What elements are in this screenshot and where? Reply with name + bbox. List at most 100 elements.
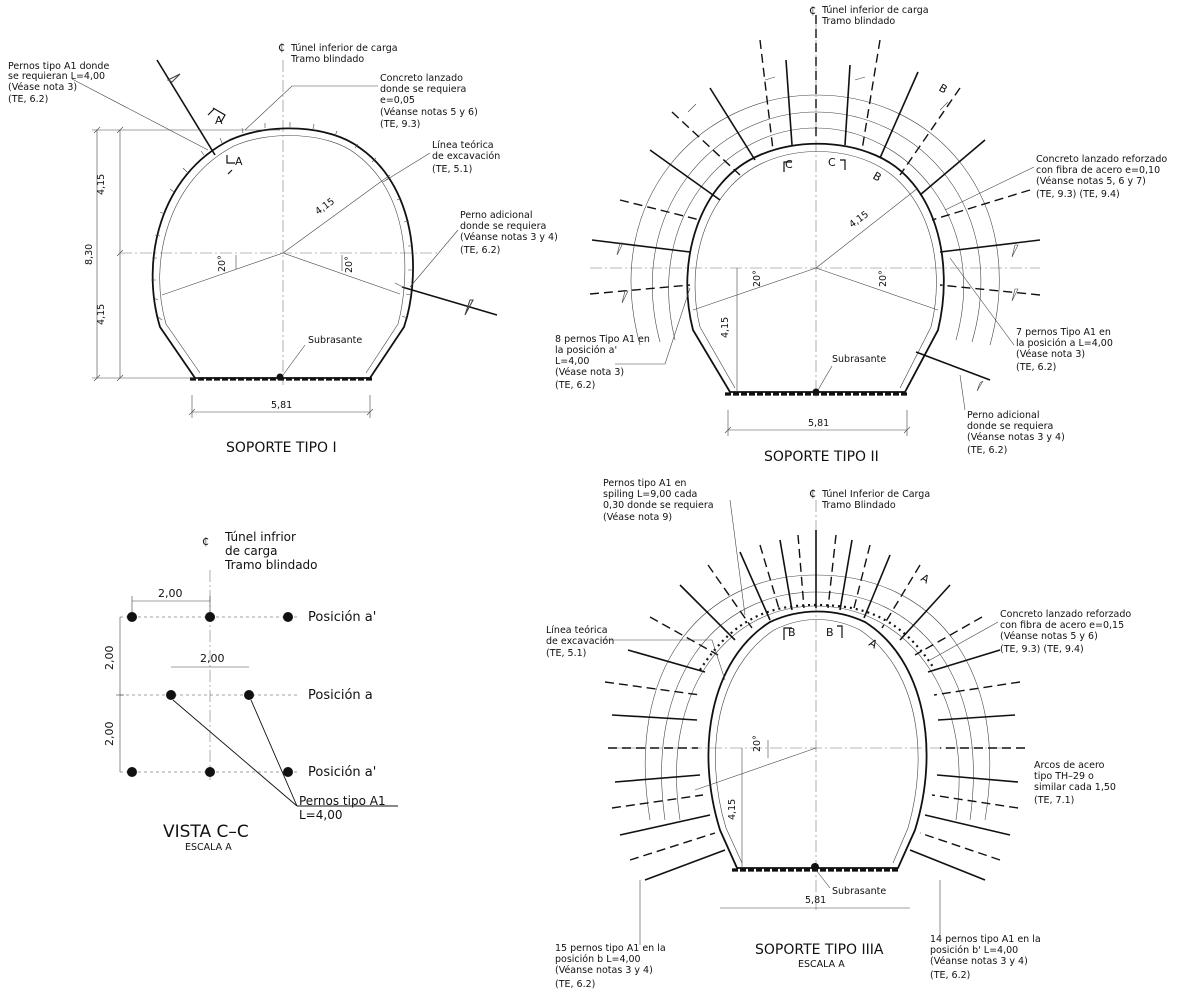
svg-text:tipo TH–29 o: tipo TH–29 o bbox=[1034, 771, 1094, 782]
bolts-length: L=4,00 bbox=[299, 808, 342, 822]
note-bolts-position-a: 7 pernos Tipo A1 en la posición a L=4,00… bbox=[1016, 327, 1113, 373]
note-additional-bolt: Perno adicional donde se requiera (Véans… bbox=[967, 410, 1065, 456]
svg-text:₵: ₵ bbox=[278, 41, 285, 54]
support-type-i: ₵ Túnel inferior de carga Tramo blindado… bbox=[8, 41, 558, 456]
svg-text:₵: ₵ bbox=[202, 535, 209, 548]
dim-horizontal-2: 2,00 bbox=[200, 652, 225, 665]
svg-text:(Véase nota 9): (Véase nota 9) bbox=[603, 512, 672, 523]
note-spiling-bolts: Pernos tipo A1 en spiling L=9,00 cada 0,… bbox=[603, 478, 714, 523]
title-view-c-c: VISTA C–C bbox=[163, 822, 249, 842]
svg-text:(TE, 6.2): (TE, 6.2) bbox=[555, 380, 595, 391]
position-a-prime-top: Posición a' bbox=[308, 610, 376, 625]
svg-text:Concreto lanzado reforzado: Concreto lanzado reforzado bbox=[1000, 609, 1131, 620]
svg-text:(Véanse notas 5 y 6): (Véanse notas 5 y 6) bbox=[380, 107, 478, 118]
svg-text:(TE, 5.1): (TE, 5.1) bbox=[432, 164, 472, 175]
note-shotcrete-fiber: Concreto lanzado reforzado con fibra de … bbox=[1000, 609, 1131, 655]
svg-text:8 pernos Tipo A1 en: 8 pernos Tipo A1 en bbox=[555, 334, 650, 345]
angle-label-right: 20° bbox=[878, 270, 889, 287]
svg-text:posición b L=4,00: posición b L=4,00 bbox=[555, 954, 641, 965]
svg-text:(TE, 9.3): (TE, 9.3) bbox=[380, 119, 420, 130]
svg-text:(Véanse notas 3 y 4): (Véanse notas 3 y 4) bbox=[967, 432, 1065, 443]
section-mark-b-upper: B bbox=[937, 81, 950, 96]
centerline-label-3: Tramo blindado bbox=[224, 558, 318, 572]
svg-text:con fibra de acero e=0,10: con fibra de acero e=0,10 bbox=[1036, 165, 1160, 176]
svg-text:la posición a': la posición a' bbox=[555, 345, 617, 356]
centerline-label: Túnel inferior de carga bbox=[290, 43, 398, 54]
svg-text:(TE, 6.2): (TE, 6.2) bbox=[555, 979, 595, 990]
dim-vertical-1: 2,00 bbox=[103, 646, 116, 671]
svg-text:(Véase nota 3): (Véase nota 3) bbox=[1016, 349, 1085, 360]
svg-text:15 pernos tipo A1 en la: 15 pernos tipo A1 en la bbox=[555, 943, 666, 954]
width-dim: 5,81 bbox=[808, 418, 829, 429]
section-mark-a-upper: A bbox=[919, 571, 932, 586]
svg-text:(TE, 6.2): (TE, 6.2) bbox=[8, 94, 48, 105]
svg-text:se requieran L=4,00: se requieran L=4,00 bbox=[8, 71, 105, 82]
svg-text:con fibra de acero e=0,15: con fibra de acero e=0,15 bbox=[1000, 620, 1124, 631]
section-mark-c-left: C bbox=[785, 158, 793, 171]
svg-text:e=0,05: e=0,05 bbox=[380, 95, 415, 106]
angle-label-right: 20° bbox=[344, 256, 355, 273]
svg-text:similar cada 1,50: similar cada 1,50 bbox=[1034, 782, 1116, 793]
svg-text:posición b' L=4,00: posición b' L=4,00 bbox=[930, 945, 1018, 956]
radius-label: 4,15 bbox=[847, 209, 871, 230]
svg-text:(Véanse notas 5 y 6): (Véanse notas 5 y 6) bbox=[1000, 631, 1098, 642]
centerline-label-2: Tramo Blindado bbox=[821, 500, 896, 511]
width-dim: 5,81 bbox=[271, 400, 292, 411]
note-bolts-position-a-prime: 8 pernos Tipo A1 en la posición a' L=4,0… bbox=[555, 334, 650, 391]
section-mark-b-left: B bbox=[788, 626, 796, 639]
dim-upper: 4,15 bbox=[96, 174, 107, 195]
dim-horizontal-1: 2,00 bbox=[158, 587, 183, 600]
svg-text:Línea teórica: Línea teórica bbox=[432, 140, 494, 151]
svg-text:de excavación: de excavación bbox=[432, 151, 500, 162]
note-excavation-line: Línea teórica de excavación (TE, 5.1) bbox=[432, 140, 500, 175]
svg-text:Línea teórica: Línea teórica bbox=[546, 625, 608, 636]
width-dim: 5,81 bbox=[805, 895, 826, 906]
svg-text:donde se requiera: donde se requiera bbox=[380, 84, 466, 95]
radius-label: 4,15 bbox=[313, 196, 337, 217]
svg-text:Pernos tipo A1 donde: Pernos tipo A1 donde bbox=[8, 61, 109, 72]
centerline-label-2: de carga bbox=[225, 544, 277, 558]
svg-text:Perno adicional: Perno adicional bbox=[967, 410, 1039, 421]
svg-text:(TE, 6.2): (TE, 6.2) bbox=[460, 245, 500, 256]
bolts-label: Pernos tipo A1 bbox=[299, 794, 386, 808]
svg-text:(TE, 9.3) (TE, 9.4): (TE, 9.3) (TE, 9.4) bbox=[1000, 644, 1084, 655]
excavation-profile bbox=[707, 610, 928, 869]
section-mark-c-right: C bbox=[828, 156, 836, 169]
centerline-label-2: Tramo blindado bbox=[290, 54, 364, 65]
note-additional-bolt: Perno adicional donde se requiera (Véans… bbox=[460, 210, 558, 256]
section-mark-b-right: B bbox=[826, 626, 834, 639]
centerline-label-2: Tramo blindado bbox=[821, 16, 895, 27]
svg-text:Concreto lanzado: Concreto lanzado bbox=[380, 73, 463, 84]
svg-text:(Véase nota 3): (Véase nota 3) bbox=[8, 82, 77, 93]
svg-text:0,30 donde se requiera: 0,30 donde se requiera bbox=[603, 500, 714, 511]
section-mark-a-top: A bbox=[215, 114, 223, 127]
position-a: Posición a bbox=[308, 688, 373, 703]
svg-text:donde se requiera: donde se requiera bbox=[967, 421, 1053, 432]
title-support-ii: SOPORTE TIPO II bbox=[764, 449, 879, 465]
dim-vertical-2: 2,00 bbox=[103, 722, 116, 747]
svg-text:spiling L=9,00 cada: spiling L=9,00 cada bbox=[603, 489, 697, 500]
svg-text:(Véanse notas 3 y 4): (Véanse notas 3 y 4) bbox=[460, 232, 558, 243]
svg-text:Pernos tipo A1 en: Pernos tipo A1 en bbox=[603, 478, 686, 489]
note-shotcrete: Concreto lanzado donde se requiera e=0,0… bbox=[380, 73, 478, 130]
svg-text:(TE, 9.3) (TE, 9.4): (TE, 9.3) (TE, 9.4) bbox=[1036, 189, 1120, 200]
note-bolts-position-b-prime: 14 pernos tipo A1 en la posición b' L=4,… bbox=[930, 934, 1041, 981]
scale-view-c-c: ESCALA A bbox=[185, 842, 232, 853]
svg-text:L=4,00: L=4,00 bbox=[555, 356, 589, 367]
svg-text:14 pernos tipo A1 en la: 14 pernos tipo A1 en la bbox=[930, 934, 1041, 945]
section-mark-a-lower: A bbox=[867, 636, 880, 651]
svg-text:(Véanse notas 3 y 4): (Véanse notas 3 y 4) bbox=[555, 965, 653, 976]
angle-label-left: 20° bbox=[752, 270, 763, 287]
svg-text:₵: ₵ bbox=[809, 4, 816, 17]
support-type-ii: ₵ Túnel inferior de carga Tramo blindado bbox=[555, 4, 1167, 465]
section-mark-a-bottom: A bbox=[235, 155, 243, 168]
centerline-label: Túnel infrior bbox=[224, 530, 296, 544]
subgrade-label: Subrasante bbox=[832, 354, 886, 365]
svg-text:(TE, 7.1): (TE, 7.1) bbox=[1034, 795, 1074, 806]
subgrade-label: Subrasante bbox=[308, 335, 362, 346]
note-bolts-a1: Pernos tipo A1 donde se requieran L=4,00… bbox=[8, 61, 109, 105]
view-c-c: ₵ Túnel infrior de carga Tramo blindado … bbox=[103, 530, 398, 853]
svg-text:(TE, 6.2): (TE, 6.2) bbox=[967, 445, 1007, 456]
svg-text:de excavación: de excavación bbox=[546, 636, 614, 647]
